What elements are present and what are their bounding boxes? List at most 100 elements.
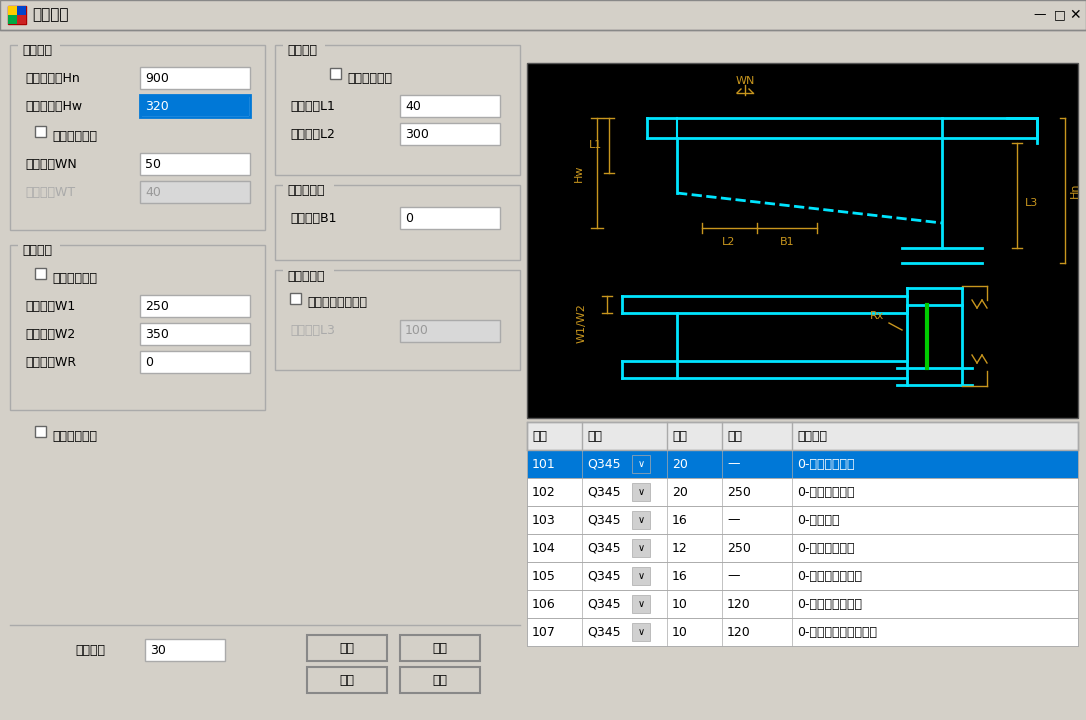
- Text: Q345: Q345: [588, 626, 620, 639]
- Text: 106: 106: [532, 598, 556, 611]
- Text: ∨: ∨: [637, 627, 645, 637]
- Bar: [275, 45, 520, 175]
- Bar: [17, 15, 26, 24]
- Text: 设置笱内水平加劲: 设置笱内水平加劲: [307, 297, 367, 310]
- Text: 0-悬臂下翼缘板: 0-悬臂下翼缘板: [797, 485, 855, 498]
- Text: 平面圆角WR: 平面圆角WR: [25, 356, 76, 369]
- Bar: [527, 63, 1078, 418]
- Text: 350: 350: [146, 328, 169, 341]
- Text: 取消: 取消: [432, 642, 447, 654]
- Text: 0: 0: [405, 212, 413, 225]
- Text: 102: 102: [532, 485, 556, 498]
- Text: —: —: [727, 513, 740, 526]
- Text: 0-悬臂腹板: 0-悬臂腹板: [797, 513, 839, 526]
- Text: Q345: Q345: [588, 570, 620, 582]
- Text: 悬臂外高度Hw: 悬臂外高度Hw: [25, 99, 83, 112]
- Text: 40: 40: [405, 99, 421, 112]
- Bar: [8, 6, 26, 24]
- Text: ∨: ∨: [637, 571, 645, 581]
- Bar: [307, 667, 387, 693]
- Text: 端部外伸L1: 端部外伸L1: [290, 99, 334, 112]
- Bar: [8, 15, 17, 24]
- Bar: [283, 269, 334, 283]
- Text: 端部滴水: 端部滴水: [287, 45, 317, 58]
- Bar: [290, 293, 301, 304]
- Text: 确定: 确定: [340, 642, 354, 654]
- Text: W1/W2: W1/W2: [577, 303, 588, 343]
- Text: 300: 300: [405, 127, 429, 140]
- Text: 0: 0: [146, 356, 153, 369]
- Text: 板宽: 板宽: [727, 430, 742, 443]
- Text: 120: 120: [727, 626, 750, 639]
- Text: ∨: ∨: [637, 599, 645, 609]
- Bar: [140, 323, 250, 345]
- Bar: [632, 483, 651, 501]
- Text: 悬臂顶板通长: 悬臂顶板通长: [52, 271, 97, 284]
- Bar: [527, 506, 1078, 534]
- Text: L3: L3: [1024, 198, 1037, 208]
- Bar: [140, 295, 250, 317]
- Text: 50: 50: [146, 158, 161, 171]
- Text: 立面比例: 立面比例: [75, 644, 105, 657]
- Bar: [400, 635, 480, 661]
- Text: 保存: 保存: [432, 673, 447, 686]
- Text: 250: 250: [727, 541, 750, 554]
- Text: 板厕: 板厕: [672, 430, 687, 443]
- Text: 20: 20: [672, 485, 687, 498]
- Text: 20: 20: [672, 457, 687, 470]
- Bar: [632, 539, 651, 557]
- Bar: [140, 181, 250, 203]
- Text: 0-悬臂端部侧封板: 0-悬臂端部侧封板: [797, 570, 862, 582]
- Bar: [140, 67, 250, 89]
- Text: 端板向上延伸: 端板向上延伸: [52, 130, 97, 143]
- Text: ∨: ∨: [637, 487, 645, 497]
- Text: 板件说明: 板件说明: [797, 430, 828, 443]
- Bar: [140, 351, 250, 373]
- Bar: [10, 245, 265, 410]
- Bar: [146, 639, 225, 661]
- Text: 120: 120: [727, 598, 750, 611]
- Text: Q345: Q345: [588, 513, 620, 526]
- Bar: [18, 244, 60, 258]
- Text: 40: 40: [146, 186, 161, 199]
- Text: Rx: Rx: [870, 311, 884, 321]
- Text: 104: 104: [532, 541, 556, 554]
- Text: Q345: Q345: [588, 485, 620, 498]
- Bar: [527, 590, 1078, 618]
- Bar: [527, 618, 1078, 646]
- Text: Hn: Hn: [1070, 182, 1079, 198]
- Text: —: —: [727, 457, 740, 470]
- Bar: [35, 126, 46, 137]
- Text: 250: 250: [727, 485, 750, 498]
- Bar: [527, 478, 1078, 506]
- Text: ✕: ✕: [1070, 8, 1081, 22]
- Bar: [400, 667, 480, 693]
- Text: 支点顶宻W2: 支点顶宻W2: [25, 328, 75, 341]
- Text: 101: 101: [532, 457, 556, 470]
- Bar: [527, 562, 1078, 590]
- Text: 16: 16: [672, 513, 687, 526]
- Bar: [527, 422, 1078, 450]
- Text: 320: 320: [146, 99, 168, 112]
- Text: ∨: ∨: [637, 515, 645, 525]
- Text: 30: 30: [150, 644, 166, 657]
- Text: Hw: Hw: [574, 164, 584, 181]
- Text: 107: 107: [532, 626, 556, 639]
- Bar: [140, 95, 250, 117]
- Text: 水平尺宿B1: 水平尺宿B1: [290, 212, 337, 225]
- Text: B1: B1: [780, 237, 794, 247]
- Text: 悬臂内高度Hn: 悬臂内高度Hn: [25, 71, 79, 84]
- Bar: [141, 96, 249, 116]
- Text: 16: 16: [672, 570, 687, 582]
- Text: 900: 900: [146, 71, 169, 84]
- Text: 悬臂底板通长: 悬臂底板通长: [52, 430, 97, 443]
- Text: —: —: [1034, 9, 1046, 22]
- Text: 类别: 类别: [588, 430, 602, 443]
- Bar: [400, 207, 500, 229]
- Text: 10: 10: [672, 598, 687, 611]
- Bar: [283, 44, 325, 58]
- Text: 跨中顶宻W1: 跨中顶宻W1: [25, 300, 75, 312]
- Text: L2: L2: [722, 237, 735, 247]
- Text: 0-悬臂上翼缘板: 0-悬臂上翼缘板: [797, 457, 855, 470]
- Text: Q345: Q345: [588, 457, 620, 470]
